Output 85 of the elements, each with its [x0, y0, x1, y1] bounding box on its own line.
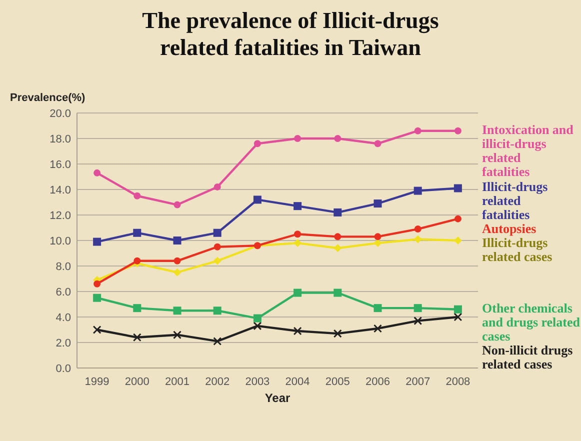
point: [173, 268, 182, 276]
point: [334, 288, 342, 297]
point: [294, 230, 302, 238]
y-tick-label: 8.0: [56, 260, 71, 273]
point: [294, 135, 302, 142]
point: [133, 304, 142, 312]
point: [414, 186, 422, 195]
point: [333, 329, 342, 338]
point: [213, 306, 222, 315]
point: [374, 200, 382, 208]
x-tick-label: 2003: [245, 376, 270, 388]
point: [213, 336, 222, 346]
y-tick-label: 12.0: [50, 210, 71, 222]
point: [454, 312, 462, 322]
point: [174, 257, 181, 264]
point: [214, 243, 221, 250]
y-tick-label: 6.0: [56, 286, 71, 298]
y-tick-label: 16.0: [50, 158, 71, 171]
point: [173, 236, 182, 244]
x-tick-label: 2008: [446, 376, 470, 388]
point: [174, 201, 181, 208]
series-label: Intoxication and illicit-drugs related fatalities: [482, 122, 574, 179]
point: [93, 294, 102, 302]
point: [254, 140, 261, 148]
x-tick-label: 2005: [325, 376, 350, 388]
point: [334, 135, 342, 142]
point: [334, 208, 342, 216]
x-tick-label: 2006: [366, 376, 390, 388]
point: [253, 314, 262, 322]
point: [374, 304, 382, 312]
point: [213, 256, 222, 265]
x-tick-label: 2001: [165, 376, 190, 388]
y-tick-label: 20.0: [50, 108, 71, 120]
point: [94, 169, 101, 176]
point: [374, 233, 382, 240]
point: [133, 228, 142, 237]
y-axis-title: Prevalence(%): [10, 92, 86, 104]
y-tick-label: 18.0: [50, 133, 71, 146]
point: [414, 316, 422, 326]
point: [134, 192, 141, 200]
x-tick-label: 1999: [84, 376, 110, 388]
chart-title: The prevalence of Illicit-drugs related fatalities in Taiwan: [142, 8, 439, 60]
point: [414, 226, 422, 233]
series-label: Autopsies: [482, 221, 536, 236]
point: [132, 333, 142, 342]
point: [293, 326, 302, 336]
x-tick-label: 2004: [285, 376, 310, 388]
point: [454, 215, 462, 222]
y-tick-label: 0.0: [56, 362, 71, 375]
point: [253, 196, 262, 204]
x-axis-title: Year: [264, 391, 291, 405]
point: [253, 322, 262, 330]
point: [374, 239, 382, 248]
x-tick-label: 2002: [205, 376, 230, 388]
point: [173, 330, 182, 340]
y-tick-label: 4.0: [56, 312, 71, 324]
point: [454, 127, 462, 134]
point: [334, 244, 342, 252]
point: [213, 228, 222, 237]
point: [414, 235, 422, 244]
point: [92, 326, 102, 334]
x-tick-label: 2000: [124, 376, 150, 388]
point: [414, 304, 422, 312]
point: [374, 324, 382, 333]
text: Non-illicit drugs related cases: [482, 342, 573, 372]
point: [93, 238, 102, 246]
x-tick-label: 2007: [406, 376, 430, 388]
point: [94, 280, 101, 288]
point: [294, 239, 302, 248]
point: [214, 183, 221, 190]
y-tick-label: 10.0: [50, 235, 71, 248]
point: [173, 306, 182, 315]
point: [294, 288, 302, 297]
point: [334, 233, 342, 240]
series-label: Illicit-drugs related cases: [482, 235, 552, 264]
series-label: Other chemicals and drugs related cases: [482, 300, 581, 344]
series-label: Illicit-drugs related fatalities: [482, 179, 548, 222]
point: [294, 202, 302, 210]
point: [374, 140, 382, 148]
point: [134, 257, 141, 264]
point: [414, 127, 422, 134]
point: [454, 184, 462, 192]
y-tick-label: 14.0: [50, 184, 71, 196]
y-tick-label: 2.0: [56, 337, 71, 350]
point: [454, 305, 462, 314]
